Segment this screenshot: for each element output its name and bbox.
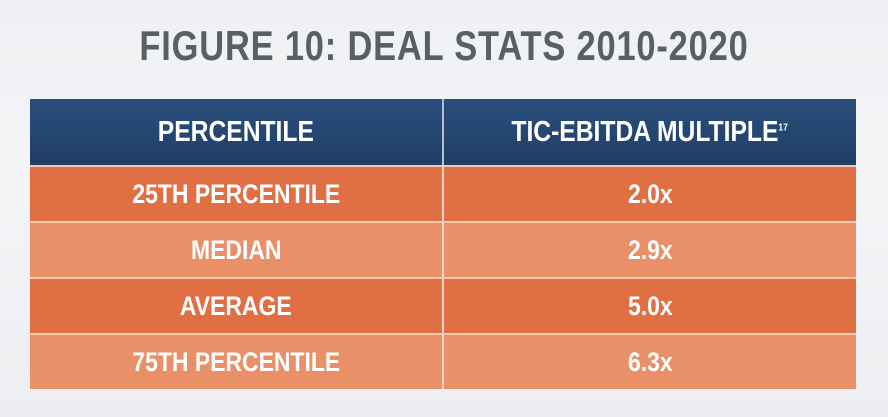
row-value: 6.3x [627,346,673,377]
table-row: 25TH PERCENTILE 2.0x [30,165,856,221]
table-row: MEDIAN 2.9x [30,221,856,277]
header-multiple: TIC-EBITDA MULTIPLE17 [444,99,856,165]
header-percentile-label: PERCENTILE [157,115,315,148]
footnote-marker: 17 [778,121,789,133]
row-label: 75TH PERCENTILE [132,346,340,377]
row-label: 25TH PERCENTILE [132,178,340,209]
row-label: AVERAGE [180,290,292,321]
row-label: MEDIAN [190,234,282,265]
row-value: 2.9x [627,234,673,265]
header-percentile: PERCENTILE [30,99,444,165]
row-value: 2.0x [627,178,673,209]
table-header: PERCENTILE TIC-EBITDA MULTIPLE17 [30,99,856,165]
table-row: 75TH PERCENTILE 6.3x [30,333,856,389]
row-value: 5.0x [627,290,673,321]
header-multiple-label: TIC-EBITDA MULTIPLE [511,115,779,148]
table-row: AVERAGE 5.0x [30,277,856,333]
deal-stats-table: PERCENTILE TIC-EBITDA MULTIPLE17 25TH PE… [30,99,856,389]
figure-title: FIGURE 10: DEAL STATS 2010-2020 [139,22,749,69]
